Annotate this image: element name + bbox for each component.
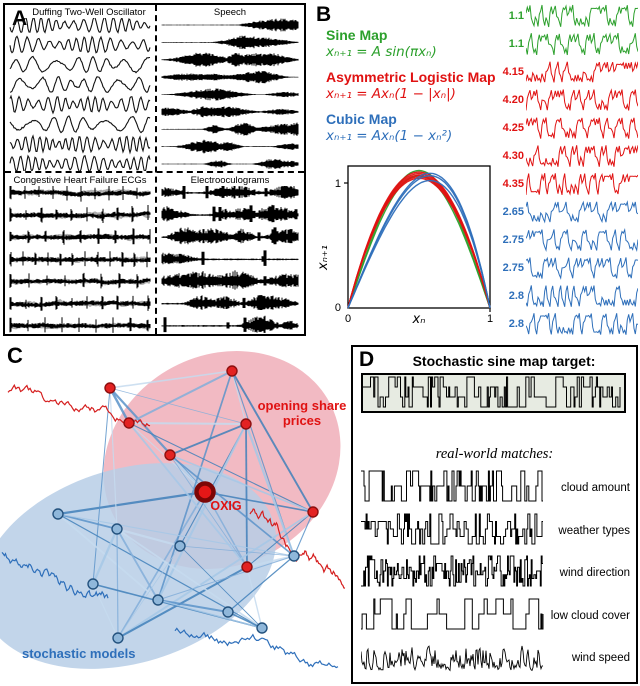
match-timeseries xyxy=(361,598,544,630)
speech-traces xyxy=(161,18,299,169)
svg-text:1: 1 xyxy=(487,313,493,325)
map-legend: Sine Map xₙ₊₁ = A sin(πxₙ) Asymmetric Lo… xyxy=(326,27,510,153)
map-equation: xₙ₊₁ = Axₙ(1 − |xₙ|) xyxy=(326,86,456,102)
map-series-row: 2.8 xyxy=(498,282,640,310)
map-series-row: 4.30 xyxy=(498,142,640,170)
map-timeseries xyxy=(526,88,638,111)
map-series-row: 4.15 xyxy=(498,58,640,86)
svg-text:xₙ₊₁: xₙ₊₁ xyxy=(316,245,331,271)
parameter-value: 2.75 xyxy=(502,234,524,246)
map-equation: xₙ₊₁ = A sin(πxₙ) xyxy=(326,44,437,60)
parameter-value: 2.65 xyxy=(502,206,524,218)
map-legend-logistic: Asymmetric Logistic Map xₙ₊₁ = Axₙ(1 − |… xyxy=(326,69,510,102)
network-graph xyxy=(0,351,346,669)
svg-text:1: 1 xyxy=(335,178,341,190)
panel-d: D Stochastic sine map target: real-world… xyxy=(351,345,638,684)
quadrant-eog: Electrooculograms xyxy=(157,173,303,333)
map-name: Asymmetric Logistic Map xyxy=(326,69,496,85)
panel-a: A Duffing Two-Well Oscillator Speech Con… xyxy=(3,3,306,336)
target-timeseries xyxy=(363,376,621,408)
map-series-row: 2.65 xyxy=(498,198,640,226)
panel-c: C opening share prices OXIG stochastic m… xyxy=(0,342,350,686)
quadrant-ecg: Congestive Heart Failure ECGs xyxy=(5,173,155,333)
parameter-value: 4.25 xyxy=(502,122,524,134)
map-timeseries xyxy=(526,313,638,335)
map-timeseries xyxy=(526,61,638,84)
match-timeseries xyxy=(361,513,543,545)
map-series-row: 1.1 xyxy=(498,2,640,30)
match-row: weather types xyxy=(361,510,630,553)
panel-c-tag: C xyxy=(7,343,23,368)
map-timeseries xyxy=(526,200,638,224)
parameter-value: 4.20 xyxy=(502,94,524,106)
map-series-row: 2.75 xyxy=(498,226,640,254)
match-row: wind direction xyxy=(361,552,630,595)
map-timeseries xyxy=(526,173,638,196)
map-equation: xₙ₊₁ = Axₙ(1 − xₙ²) xyxy=(326,128,453,144)
panel-d-tag: D xyxy=(359,348,375,371)
match-label: weather types xyxy=(558,524,630,537)
map-timeseries xyxy=(526,32,638,56)
map-series-row: 4.35 xyxy=(498,170,640,198)
quadrant-duffing: Duffing Two-Well Oscillator xyxy=(5,5,155,171)
duffing-traces xyxy=(9,18,151,171)
svg-text:xₙ: xₙ xyxy=(412,312,426,327)
quadrant-ecg-title: Congestive Heart Failure ECGs xyxy=(13,175,147,186)
map-series-list: 1.1 1.1 4.15 4.20 4.25 4.30 4.35 2.65 2.75 2.75 2.… xyxy=(498,2,640,338)
match-label: cloud amount xyxy=(560,482,630,495)
map-timeseries xyxy=(526,144,638,168)
map-timeseries xyxy=(526,117,638,139)
map-series-row: 2.8 xyxy=(498,310,640,338)
map-name: Cubic Map xyxy=(326,111,397,127)
real-world-matches-list: cloud amount weather types wind directio… xyxy=(361,467,630,680)
target-trace-box xyxy=(361,373,626,413)
eog-traces xyxy=(161,186,299,333)
map-series-row: 4.20 xyxy=(498,86,640,114)
map-timeseries xyxy=(526,227,638,253)
match-label: wind direction xyxy=(559,567,630,580)
match-timeseries xyxy=(361,555,543,587)
panel-b: B Sine Map xₙ₊₁ = A sin(πxₙ) Asymmetric … xyxy=(312,0,640,341)
parameter-value: 4.30 xyxy=(502,150,524,162)
quadrant-eog-title: Electrooculograms xyxy=(190,175,270,186)
map-timeseries xyxy=(526,284,638,308)
panel-a-horizontal-divider xyxy=(5,171,304,173)
target-title: Stochastic sine map target: xyxy=(412,353,596,369)
parameter-value: 2.75 xyxy=(502,262,524,274)
match-row: cloud amount xyxy=(361,467,630,510)
map-series-row: 2.75 xyxy=(498,254,640,282)
parameter-value: 2.8 xyxy=(508,290,524,302)
ecg-traces xyxy=(9,186,151,333)
map-series-row: 1.1 xyxy=(498,30,640,58)
map-legend-cubic: Cubic Map xₙ₊₁ = Axₙ(1 − xₙ²) xyxy=(326,111,510,144)
parameter-value: 1.1 xyxy=(508,10,524,22)
matches-subtitle: real-world matches: xyxy=(435,446,554,462)
map-function-plot: 1 00 1 xₙ xₙ₊₁ xyxy=(316,165,493,327)
map-series-row: 4.25 xyxy=(498,114,640,142)
match-label: low cloud cover xyxy=(550,609,630,622)
parameter-value: 4.15 xyxy=(502,66,524,78)
svg-text:0: 0 xyxy=(345,313,351,325)
match-timeseries xyxy=(361,645,544,672)
parameter-value: 1.1 xyxy=(508,38,524,50)
match-row: low cloud cover xyxy=(361,595,630,638)
quadrant-speech: Speech xyxy=(157,5,303,171)
panel-b-tag: B xyxy=(316,3,332,26)
map-legend-sine: Sine Map xₙ₊₁ = A sin(πxₙ) xyxy=(326,27,510,60)
quadrant-duffing-title: Duffing Two-Well Oscillator xyxy=(32,7,146,18)
parameter-value: 2.8 xyxy=(508,318,524,330)
match-label: wind speed xyxy=(571,652,630,665)
parameter-value: 4.35 xyxy=(502,178,524,190)
match-row: wind speed xyxy=(361,637,630,680)
map-name: Sine Map xyxy=(326,27,388,43)
panel-a-vertical-divider xyxy=(155,5,157,334)
map-timeseries xyxy=(526,256,638,280)
svg-text:0: 0 xyxy=(335,302,341,314)
map-timeseries xyxy=(526,4,638,28)
quadrant-speech-title: Speech xyxy=(213,7,247,18)
match-timeseries xyxy=(361,470,543,502)
